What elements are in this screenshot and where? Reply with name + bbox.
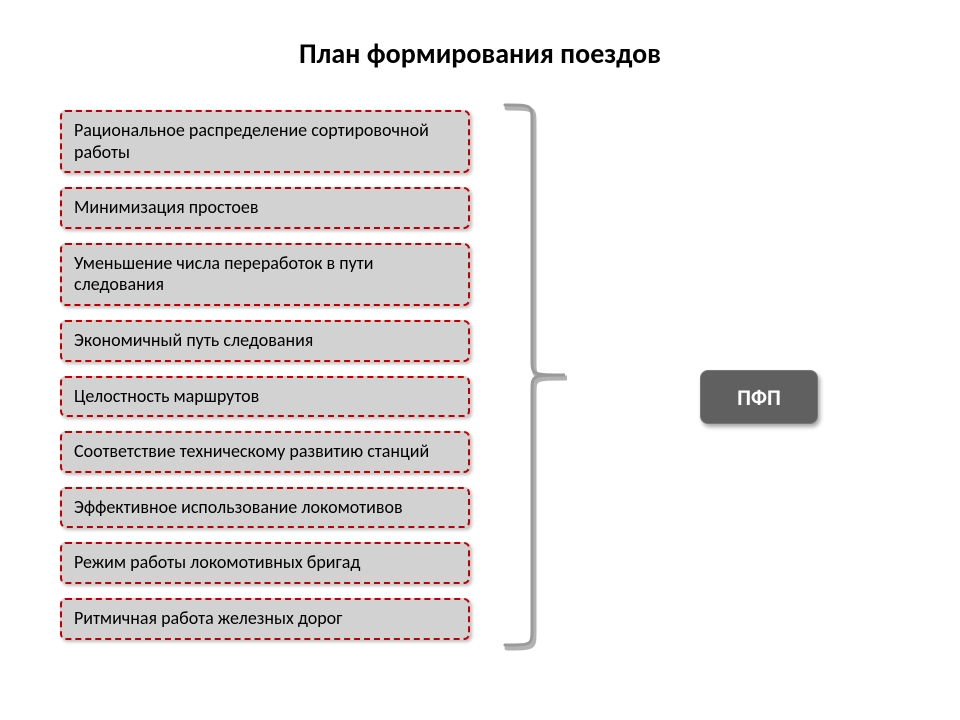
item-box-0: Рациональное распределение сортировочной…: [60, 110, 470, 173]
item-box-4: Целостность маршрутов: [60, 376, 470, 418]
item-label: Минимизация простоев: [74, 196, 258, 218]
slide: План формирования поездов Рациональное р…: [0, 0, 960, 720]
slide-title: План формирования поездов: [0, 36, 960, 71]
item-wrap: Режим работы локомотивных бригад: [60, 542, 470, 584]
item-box-7: Режим работы локомотивных бригад: [60, 542, 470, 584]
item-box-6: Эффективное использование локомотивов: [60, 487, 470, 529]
item-wrap: Рациональное распределение сортировочной…: [60, 110, 470, 173]
item-wrap: Соответствие техническому развитию станц…: [60, 431, 470, 473]
item-box-2: Уменьшение числа переработок в пути след…: [60, 243, 470, 306]
result-box: ПФП: [700, 370, 818, 424]
item-box-5: Соответствие техническому развитию станц…: [60, 431, 470, 473]
item-wrap: Целостность маршрутов: [60, 376, 470, 418]
item-label: Уменьшение числа переработок в пути след…: [74, 252, 373, 296]
item-label: Соответствие техническому развитию станц…: [74, 440, 429, 462]
item-box-1: Минимизация простоев: [60, 187, 470, 229]
item-box-3: Экономичный путь следования: [60, 320, 470, 362]
item-wrap: Уменьшение числа переработок в пути след…: [60, 243, 470, 306]
item-wrap: Экономичный путь следования: [60, 320, 470, 362]
item-wrap: Эффективное использование локомотивов: [60, 487, 470, 529]
item-label: Экономичный путь следования: [74, 329, 313, 351]
result-label: ПФП: [737, 384, 781, 411]
item-label: Эффективное использование локомотивов: [74, 496, 403, 518]
item-wrap: Минимизация простоев: [60, 187, 470, 229]
item-label: Рациональное распределение сортировочной…: [74, 119, 429, 163]
items-column: Рациональное распределение сортировочной…: [60, 110, 470, 654]
item-label: Целостность маршрутов: [74, 385, 259, 407]
item-label: Ритмичная работа железных дорог: [74, 607, 342, 629]
item-wrap: Ритмичная работа железных дорог: [60, 598, 470, 640]
curly-brace: [500, 100, 580, 660]
item-box-8: Ритмичная работа железных дорог: [60, 598, 470, 640]
item-label: Режим работы локомотивных бригад: [74, 551, 360, 573]
